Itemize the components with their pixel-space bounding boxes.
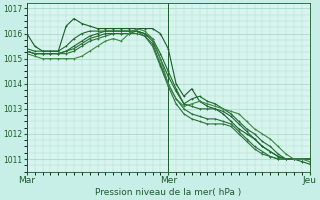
X-axis label: Pression niveau de la mer( hPa ): Pression niveau de la mer( hPa ) xyxy=(95,188,241,197)
